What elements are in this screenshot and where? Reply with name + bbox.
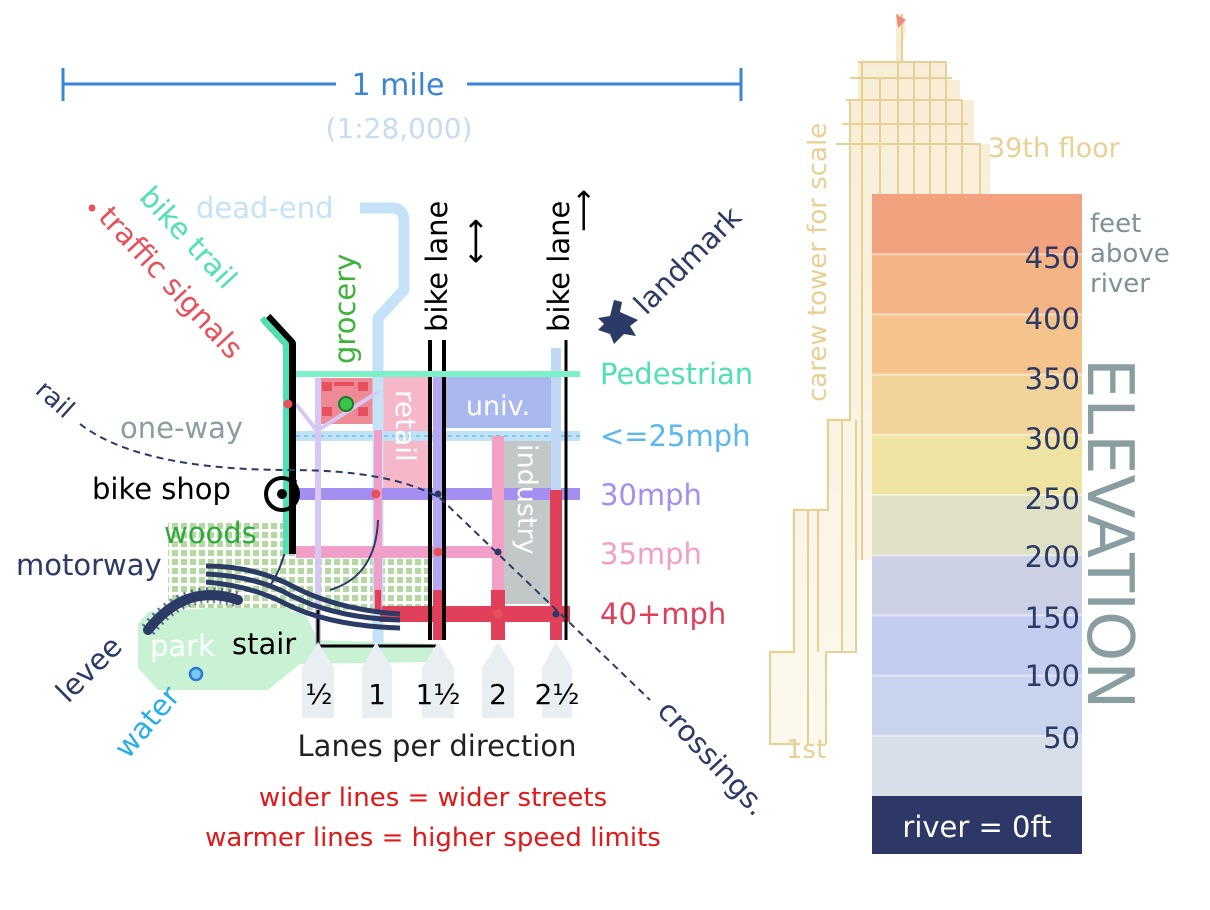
elevation-unit-feet: feet	[1090, 209, 1141, 239]
lane-half: ½	[305, 678, 332, 711]
street-grid	[290, 340, 580, 648]
landmark-label: landmark	[627, 200, 748, 321]
industry-area	[500, 436, 556, 604]
elevation-band	[872, 254, 1082, 315]
elevation-unit-river: river	[1090, 269, 1150, 299]
retail-label: retail	[389, 390, 422, 462]
bike-shop-icon	[264, 476, 300, 512]
scale-ratio: (1:28,000)	[325, 112, 472, 145]
elevation-tick-200: 200	[1025, 540, 1080, 574]
landmark-icon	[598, 300, 638, 344]
lane-two: 2	[489, 678, 507, 711]
bike-lane-two-way-label: bike lane	[420, 201, 454, 332]
speed-limit-35: 35mph	[600, 537, 702, 571]
lane-one-half: 1½	[416, 678, 461, 711]
tower-caption: carew tower for scale	[803, 123, 833, 402]
water-label: water	[107, 679, 186, 764]
elevation-tick-150: 150	[1025, 601, 1080, 635]
elevation-tick-450: 450	[1025, 241, 1080, 275]
rail-label: rail	[29, 375, 80, 425]
levee	[143, 590, 243, 635]
elevation-unit-above: above	[1090, 239, 1170, 269]
woods-label: woods	[164, 516, 257, 550]
grocery-label: grocery	[328, 254, 362, 364]
park-area	[138, 602, 436, 690]
elevation-band	[872, 374, 1082, 436]
bike-lane-one-way-label: bike lane	[542, 201, 576, 332]
lane-one: 1	[368, 678, 386, 711]
elevation-band	[872, 675, 1082, 737]
scale-bar: 1 mile (1:28,000)	[61, 68, 743, 145]
motorway-label: motorway	[16, 548, 162, 582]
dead-end-street	[360, 202, 410, 650]
speed-limit-legend: <=25mph 30mph 35mph 40+mph	[600, 419, 751, 631]
elevation-tick-labels: 450 400 350 300 250 200 150 100 50	[1025, 241, 1080, 755]
rail-line	[79, 423, 651, 701]
bike-trail	[259, 313, 580, 554]
speed-limit-25: <=25mph	[600, 419, 751, 453]
elevation-tick-350: 350	[1025, 362, 1080, 396]
grocery-icon	[338, 396, 354, 412]
water-icon	[188, 666, 204, 682]
elevation-tick-300: 300	[1025, 422, 1080, 456]
tower-39th-floor: 39th floor	[988, 133, 1121, 164]
traffic-signal-points	[88, 204, 560, 619]
levee-label: levee	[49, 629, 129, 709]
elevation-tick-400: 400	[1025, 302, 1080, 336]
note-color: warmer lines = higher speed limits	[205, 823, 661, 853]
speed-limit-30: 30mph	[600, 478, 702, 512]
bike-lane-two-way-arrow: ⟷	[456, 218, 494, 264]
stair-label: stair	[232, 627, 296, 661]
river-band	[872, 796, 1082, 854]
univ-label: univ.	[466, 391, 530, 422]
elevation-band	[872, 314, 1082, 376]
river-label: river = 0ft	[902, 810, 1051, 844]
lane-two-half: 2½	[535, 678, 580, 711]
speed-limit-40: 40+mph	[600, 597, 726, 631]
crossings-label: crossings.	[651, 694, 774, 823]
motorway	[205, 479, 401, 631]
one-way-label: one-way	[120, 411, 243, 445]
park-label: park	[150, 629, 215, 663]
note-width: wider lines = wider streets	[259, 783, 607, 813]
elevation-title: ELEVATION	[1072, 358, 1146, 709]
lanes-title: Lanes per direction	[298, 729, 577, 763]
bike-lane-one-way-arrow: ⟶	[566, 189, 601, 232]
univ-area	[440, 376, 556, 428]
elevation-tick-250: 250	[1025, 482, 1080, 516]
elevation-tick-50: 50	[1043, 721, 1080, 755]
elevation-band	[872, 735, 1082, 797]
bike-shop-label: bike shop	[92, 472, 231, 506]
elevation-tick-100: 100	[1025, 659, 1080, 693]
elevation-bands	[872, 194, 1082, 797]
lanes-legend: ½ 1 1½ 2 2½ Lanes per direction wider li…	[205, 642, 661, 853]
elevation-band	[872, 555, 1082, 616]
industry-label: industry	[511, 444, 542, 555]
dead-end-label: dead-end	[196, 191, 334, 225]
pedestrian-label: Pedestrian	[600, 357, 753, 391]
elevation-band	[872, 194, 1082, 255]
elevation-band	[872, 495, 1082, 556]
elevation-band	[872, 434, 1082, 496]
tower-1st-floor: 1st	[786, 735, 826, 765]
scale-title: 1 mile	[352, 68, 445, 103]
elevation-scale: river = 0ft 450 400 350 300 250 200 150 …	[872, 194, 1170, 854]
elevation-band	[872, 615, 1082, 677]
